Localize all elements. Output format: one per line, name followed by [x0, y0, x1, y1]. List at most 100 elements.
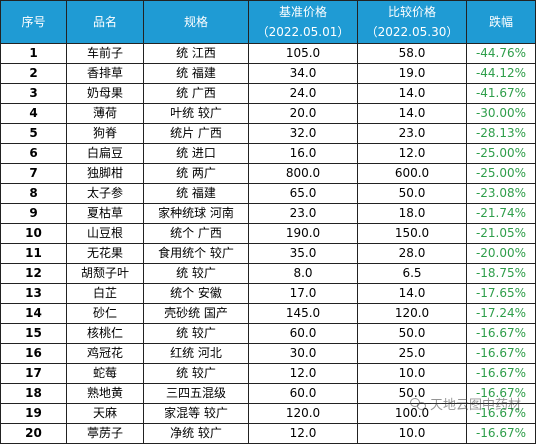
cell-change: -41.67%: [466, 83, 536, 104]
cell-base-price: 35.0: [248, 243, 358, 264]
cell-name: 夏枯草: [66, 203, 144, 224]
cell-idx: 4: [0, 103, 67, 124]
cell-spec: 统 广西: [143, 83, 249, 104]
cell-spec: 统 较广: [143, 323, 249, 344]
cell-change: -25.00%: [466, 143, 536, 164]
cell-idx: 12: [0, 263, 67, 284]
cell-name: 熟地黄: [66, 383, 144, 404]
cell-comp-price: 50.0: [357, 183, 467, 204]
table-row: 13 白芷 统个 安徽 17.0 14.0 -17.65%: [0, 283, 536, 304]
cell-spec: 食用统个 较广: [143, 243, 249, 264]
cell-change: -17.24%: [466, 303, 536, 324]
cell-idx: 1: [0, 43, 67, 64]
cell-spec: 统 较广: [143, 363, 249, 384]
table-row: 2 香排草统 福建 34.0 19.0 -44.12%: [0, 63, 536, 84]
table-row: 12 胡颓子叶统 较广 8.0 6.5 -18.75%: [0, 263, 536, 284]
cell-comp-price: 58.0: [357, 43, 467, 64]
table-row: 6 白扁豆统 进口 16.0 12.0 -25.00%: [0, 143, 536, 164]
cell-base-price: 105.0: [248, 43, 358, 64]
cell-comp-price: 50.0: [357, 383, 467, 404]
header-comp-price-label: 比较价格: [387, 5, 436, 19]
cell-spec: 三四五混级: [143, 383, 249, 404]
cell-idx: 16: [0, 343, 67, 364]
table-row: 1 车前子统 江西 105.0 58.0 -44.76%: [0, 43, 536, 64]
table-row: 4 薄荷 叶统 较广 20.0 14.0 -30.00%: [0, 103, 536, 124]
cell-comp-price: 14.0: [357, 83, 467, 104]
cell-comp-price: 10.0: [357, 423, 467, 444]
cell-change: -16.67%: [466, 383, 536, 404]
table-row: 11 无花果 食用统个 较广 35.0 28.0 -20.00%: [0, 243, 536, 264]
table-row: 3 奶母果统 广西 24.0 14.0 -41.67%: [0, 83, 536, 104]
cell-base-price: 34.0: [248, 63, 358, 84]
header-spec: 规格: [143, 0, 249, 44]
cell-base-price: 17.0: [248, 283, 358, 304]
cell-spec: 统片 广西: [143, 123, 249, 144]
cell-base-price: 12.0: [248, 423, 358, 444]
cell-base-price: 24.0: [248, 83, 358, 104]
cell-base-price: 30.0: [248, 343, 358, 364]
cell-idx: 5: [0, 123, 67, 144]
header-base-price-label: 基准价格: [278, 5, 327, 19]
table-row: 14 砂仁 壳砂统 国产 145.0 120.0 -17.24%: [0, 303, 536, 324]
cell-comp-price: 18.0: [357, 203, 467, 224]
cell-comp-price: 14.0: [357, 283, 467, 304]
header-comp-date: （2022.05.30）: [365, 25, 459, 39]
cell-comp-price: 19.0: [357, 63, 467, 84]
cell-base-price: 65.0: [248, 183, 358, 204]
header-base-price: 基准价格 （2022.05.01）: [248, 0, 358, 44]
table-row: 10 山豆根 统个 广西 190.0 150.0 -21.05%: [0, 223, 536, 244]
cell-change: -16.67%: [466, 423, 536, 444]
header-idx: 序号: [0, 0, 67, 44]
cell-idx: 20: [0, 423, 67, 444]
cell-spec: 统 福建: [143, 63, 249, 84]
cell-comp-price: 600.0: [357, 163, 467, 184]
cell-idx: 9: [0, 203, 67, 224]
cell-spec: 统 两广: [143, 163, 249, 184]
table-row: 16 鸡冠花 红统 河北 30.0 25.0 -16.67%: [0, 343, 536, 364]
cell-idx: 17: [0, 363, 67, 384]
cell-spec: 红统 河北: [143, 343, 249, 364]
table-row: 5 狗脊 统片 广西 32.0 23.0 -28.13%: [0, 123, 536, 144]
table-row: 20 葶苈子 净统 较广 12.0 10.0 -16.67%: [0, 423, 536, 444]
cell-idx: 11: [0, 243, 67, 264]
cell-base-price: 12.0: [248, 363, 358, 384]
table-row: 15 核桃仁统 较广 60.0 50.0 -16.67%: [0, 323, 536, 344]
cell-name: 白扁豆: [66, 143, 144, 164]
cell-spec: 壳砂统 国产: [143, 303, 249, 324]
cell-comp-price: 23.0: [357, 123, 467, 144]
cell-spec: 统 福建: [143, 183, 249, 204]
cell-change: -21.05%: [466, 223, 536, 244]
cell-comp-price: 14.0: [357, 103, 467, 124]
cell-name: 砂仁: [66, 303, 144, 324]
cell-name: 核桃仁: [66, 323, 144, 344]
header-base-date: （2022.05.01）: [256, 25, 350, 39]
cell-spec: 统 进口: [143, 143, 249, 164]
cell-base-price: 8.0: [248, 263, 358, 284]
cell-comp-price: 25.0: [357, 343, 467, 364]
cell-name: 太子参: [66, 183, 144, 204]
cell-name: 鸡冠花: [66, 343, 144, 364]
table-row: 8 太子参统 福建 65.0 50.0 -23.08%: [0, 183, 536, 204]
cell-change: -30.00%: [466, 103, 536, 124]
cell-comp-price: 28.0: [357, 243, 467, 264]
cell-change: -16.67%: [466, 363, 536, 384]
cell-name: 薄荷: [66, 103, 144, 124]
cell-idx: 10: [0, 223, 67, 244]
cell-change: -16.67%: [466, 343, 536, 364]
cell-comp-price: 10.0: [357, 363, 467, 384]
cell-change: -20.00%: [466, 243, 536, 264]
cell-name: 山豆根: [66, 223, 144, 244]
table-row: 9 夏枯草 家种统球 河南 23.0 18.0 -21.74%: [0, 203, 536, 224]
cell-comp-price: 150.0: [357, 223, 467, 244]
cell-comp-price: 12.0: [357, 143, 467, 164]
cell-name: 蛇莓: [66, 363, 144, 384]
header-change: 跌幅: [466, 0, 536, 44]
cell-base-price: 800.0: [248, 163, 358, 184]
header-comp-price: 比较价格 （2022.05.30）: [357, 0, 467, 44]
cell-change: -21.74%: [466, 203, 536, 224]
cell-name: 奶母果: [66, 83, 144, 104]
cell-idx: 18: [0, 383, 67, 404]
cell-name: 无花果: [66, 243, 144, 264]
table-row: 18 熟地黄 三四五混级 60.0 50.0 -16.67%: [0, 383, 536, 404]
